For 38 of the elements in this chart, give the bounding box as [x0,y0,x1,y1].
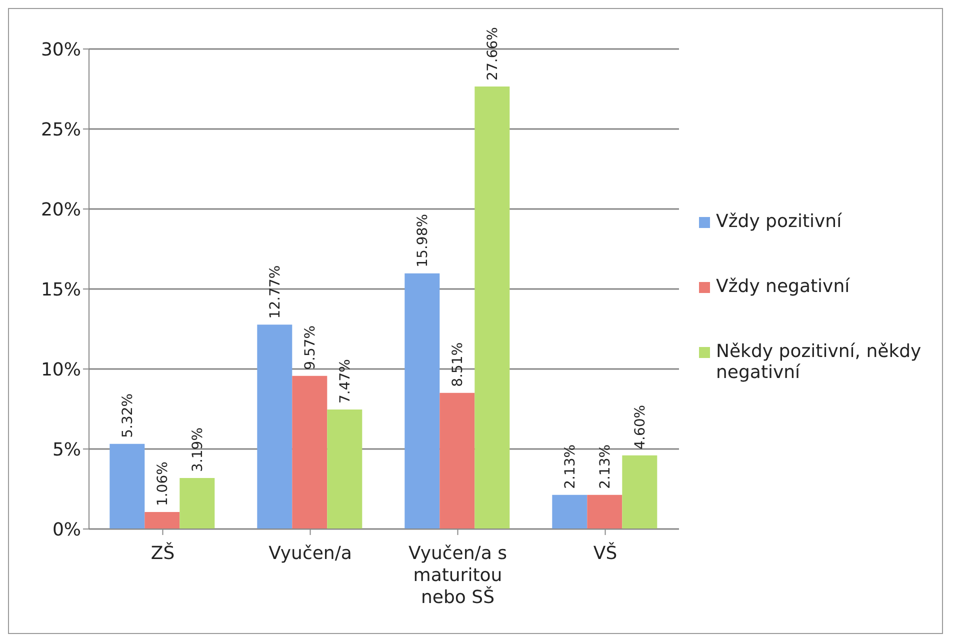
legend-label: Vždy pozitivní [716,211,842,232]
y-tick-label: 30% [40,39,81,60]
data-label: 1.06% [155,462,172,506]
data-label: 9.57% [302,325,319,370]
data-label: 5.32% [120,393,136,438]
data-label: 2.13% [598,444,614,489]
data-label: 8.51% [450,342,466,387]
data-label: 27.66% [485,27,502,80]
x-tick-label: Vyučen/a [268,543,352,564]
y-tick-label: 10% [40,359,81,380]
bar [110,444,145,529]
bar [404,273,440,529]
bar [292,376,328,529]
x-tick-label: Vyučen/a s maturitou nebo SŠ [408,543,507,608]
legend-label: Vždy negativní [716,276,850,297]
legend-label: Někdy pozitivní, někdy negativní [716,341,922,383]
x-tick-label: VŠ [593,542,618,564]
data-label: 4.60% [632,404,649,450]
data-label: 7.47% [338,358,354,404]
y-tick-label: 5% [52,439,81,460]
y-tick-label: 0% [52,519,81,540]
bar [474,86,510,529]
bar [552,494,588,529]
bar [144,512,180,529]
bar [587,494,622,529]
x-tick-label: ZŠ [150,542,175,564]
bar [440,392,475,529]
bar [257,324,292,529]
data-label: 3.19% [190,427,206,472]
data-label: 12.77% [268,265,284,319]
data-label: 15.98% [415,214,432,268]
bar [622,455,658,529]
data-label: 2.13% [562,444,579,489]
y-tick-label: 20% [40,199,81,220]
bar [327,409,362,529]
y-tick-label: 15% [40,279,81,300]
bar [180,478,215,529]
y-tick-label: 25% [40,119,81,140]
